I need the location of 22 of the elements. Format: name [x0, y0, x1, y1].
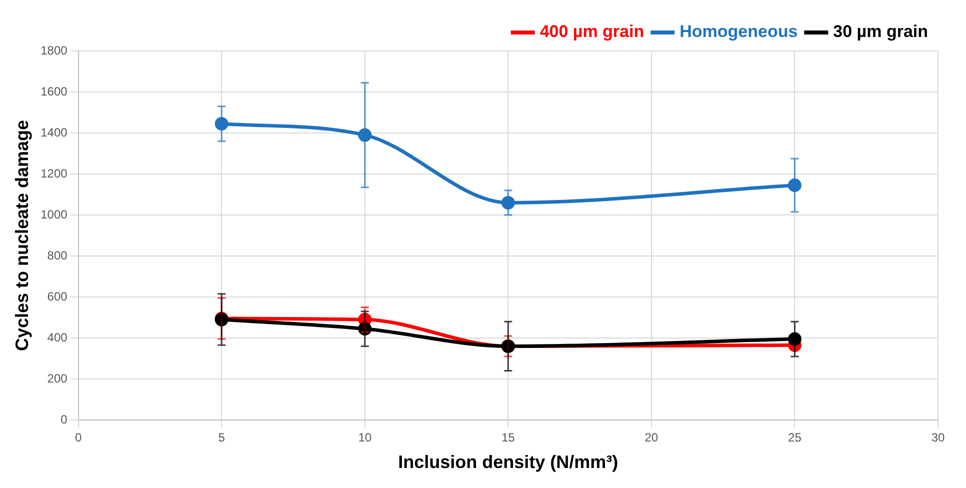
y-tick-label: 800 [47, 248, 68, 262]
legend-label: Homogeneous [680, 22, 798, 42]
y-tick-label: 400 [47, 330, 68, 344]
y-tick-label: 600 [47, 289, 68, 304]
y-axis-title: Cycles to nucleate damage [12, 120, 32, 352]
x-tick-label: 25 [788, 430, 802, 445]
y-tick-label: 200 [47, 371, 68, 386]
x-tick-label: 15 [501, 430, 516, 445]
x-tick-label: 0 [74, 430, 82, 445]
x-tick-label: 20 [644, 430, 658, 445]
x-axis-title: Inclusion density (N/mm³) [398, 452, 618, 472]
y-tick-label: 1600 [40, 84, 68, 98]
legend-label: 30 µm grain [833, 22, 928, 42]
x-tick-label: 30 [931, 430, 945, 445]
x-tick-label: 10 [358, 430, 372, 445]
x-tick-label: 5 [218, 430, 226, 445]
legend-label: 400 µm grain [540, 22, 644, 42]
y-tick-label: 1200 [40, 166, 68, 180]
y-tick-label: 1400 [40, 125, 68, 140]
y-tick-label: 1000 [40, 207, 68, 222]
y-tick-label: 1800 [40, 43, 68, 58]
y-tick-label: 0 [60, 412, 68, 426]
